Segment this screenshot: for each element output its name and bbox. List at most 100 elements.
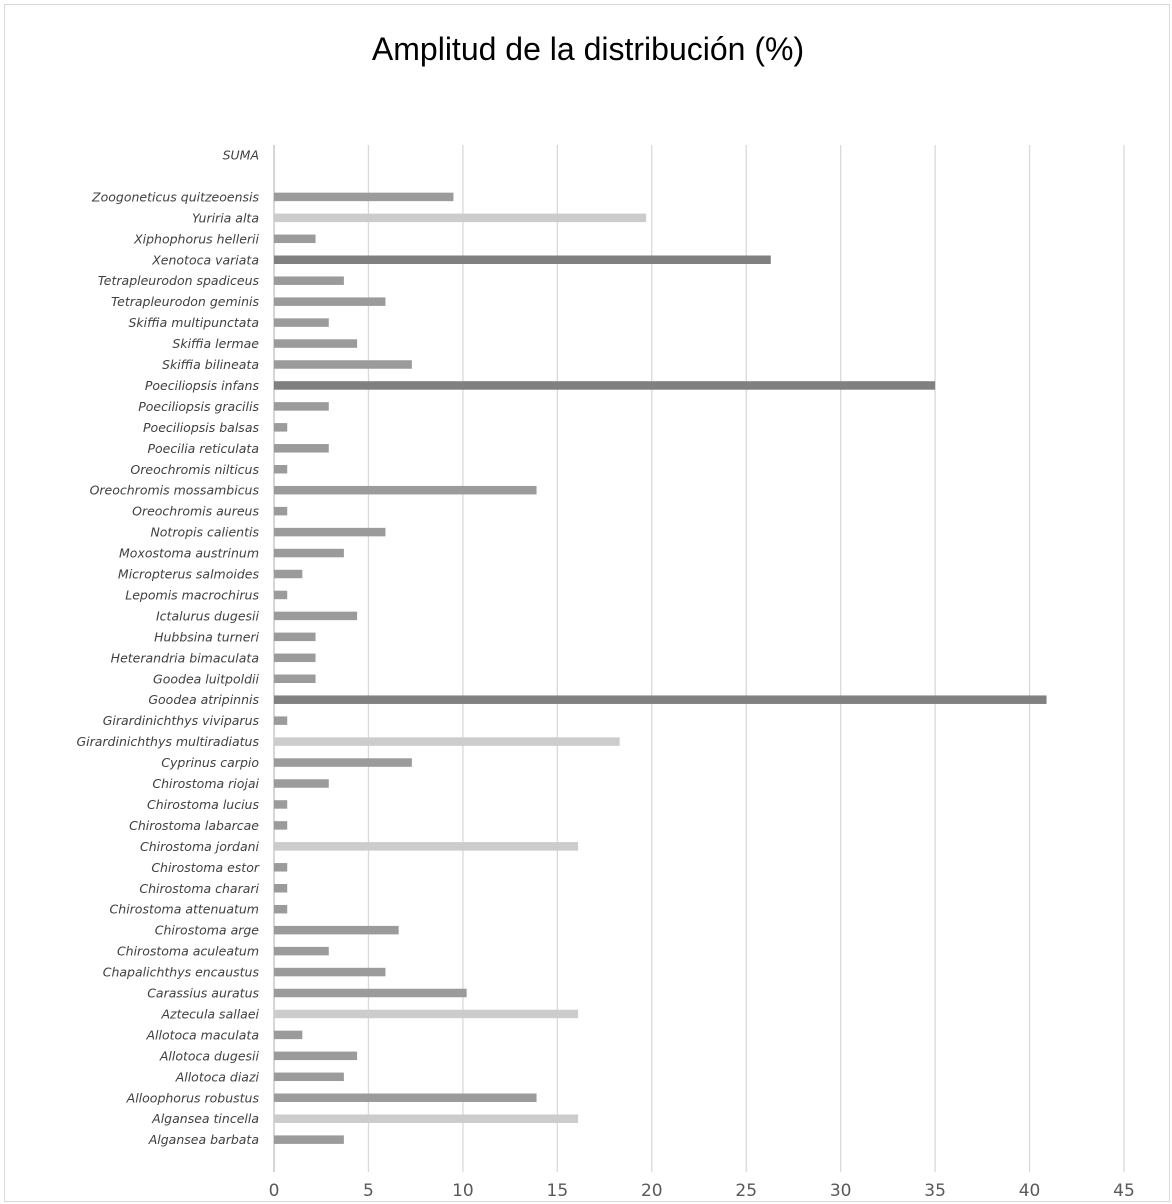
bar xyxy=(274,653,316,663)
bar xyxy=(274,821,288,830)
category-label: Girardinichthys multiradiatus xyxy=(76,734,259,749)
x-tick-label: 10 xyxy=(452,1181,474,1201)
x-tick-label: 25 xyxy=(735,1181,757,1201)
bar xyxy=(274,1051,358,1061)
bar xyxy=(274,527,386,537)
category-label: Poecilia reticulata xyxy=(148,441,260,456)
category-label: Chirostoma labarcae xyxy=(129,818,259,833)
bar xyxy=(274,925,399,935)
bar xyxy=(274,276,344,285)
bar xyxy=(274,318,329,327)
bar xyxy=(274,800,288,809)
bar xyxy=(274,192,454,202)
category-label: Chirostoma lucius xyxy=(147,797,259,812)
category-label: Oreochromis nilticus xyxy=(130,462,259,477)
bar xyxy=(274,946,329,956)
bar xyxy=(274,402,329,411)
bar xyxy=(274,465,288,474)
bar xyxy=(274,904,288,914)
bar xyxy=(274,1030,303,1040)
category-label: Allotoca maculata xyxy=(145,1027,259,1042)
category-label: Tetrapleurodon geminis xyxy=(111,294,259,309)
category-label: Chirostoma charari xyxy=(139,881,259,896)
bar xyxy=(274,297,386,306)
bar xyxy=(274,485,537,495)
bar xyxy=(274,444,329,453)
chart-title: Amplitud de la distribución (%) xyxy=(371,31,805,67)
bar xyxy=(274,611,358,621)
category-label: Girardinichthys viviparus xyxy=(103,713,260,728)
category-label: Chirostoma riojai xyxy=(152,776,259,791)
bar xyxy=(274,381,936,390)
bar xyxy=(274,1114,579,1123)
bar xyxy=(274,1072,344,1082)
category-label: Aztecula sallaei xyxy=(160,1006,259,1021)
category-label: Algansea barbata xyxy=(148,1132,259,1147)
category-label: Chirostoma jordani xyxy=(140,839,260,854)
bar xyxy=(274,423,288,432)
bar xyxy=(274,884,288,893)
category-label: Carassius auratus xyxy=(147,986,259,1001)
category-label: Skiffia bilineata xyxy=(162,357,259,372)
x-tick-label: 15 xyxy=(547,1181,569,1201)
category-label: Chirostoma arge xyxy=(155,923,260,938)
chart-frame: Amplitud de la distribución (%) xyxy=(4,4,1170,1202)
category-label: Lepomis macrochirus xyxy=(125,587,259,602)
x-tick-label: 5 xyxy=(363,1181,374,1201)
category-label: Alloophorus robustus xyxy=(126,1090,260,1105)
category-label: Yuriria alta xyxy=(192,210,259,225)
category-label: Heterandria bimaculata xyxy=(111,650,259,665)
x-tick-label: 45 xyxy=(1113,1181,1135,1201)
category-label: Hubbsina turneri xyxy=(154,629,259,644)
bar xyxy=(274,716,288,725)
x-tick-label: 20 xyxy=(641,1181,663,1201)
bar xyxy=(274,632,316,642)
category-label: Chapalichthys encaustus xyxy=(103,965,260,980)
x-tick-label: 30 xyxy=(830,1181,852,1201)
category-label: SUMA xyxy=(223,148,259,163)
category-label: Goodea luitpoldii xyxy=(153,671,259,686)
bar xyxy=(274,779,329,788)
bar xyxy=(274,255,771,264)
bar xyxy=(274,695,1047,704)
category-label: Oreochromis mossambicus xyxy=(90,483,260,498)
category-label: Ictalurus dugesii xyxy=(156,608,260,623)
bar xyxy=(274,569,303,579)
category-label: Tetrapleurodon spadiceus xyxy=(98,273,260,288)
x-tick-label: 0 xyxy=(269,1181,280,1201)
category-label: Poeciliopsis infans xyxy=(145,378,260,393)
category-label: Poeciliopsis balsas xyxy=(143,420,259,435)
category-label: Goodea atripinnis xyxy=(148,692,259,707)
category-label: Xiphophorus hellerii xyxy=(133,231,259,246)
bar xyxy=(274,863,288,872)
bar xyxy=(274,360,412,369)
category-label: Notropis calientis xyxy=(150,525,259,540)
bar xyxy=(274,737,620,746)
category-label: Chirostoma attenuatum xyxy=(110,902,259,917)
bar xyxy=(274,674,316,683)
bar xyxy=(274,234,316,244)
bar xyxy=(274,1135,344,1144)
bar xyxy=(274,967,386,977)
bar xyxy=(274,1009,579,1019)
category-label: Skiffia multipunctata xyxy=(129,315,260,330)
category-label: Allotoca dugesii xyxy=(159,1048,260,1063)
category-label: Zoogoneticus quitzeoensis xyxy=(91,189,259,204)
bar xyxy=(274,339,358,348)
bar xyxy=(274,506,288,516)
category-label: Poeciliopsis gracilis xyxy=(138,399,259,414)
bar xyxy=(274,1093,537,1102)
category-label: Xenotoca variata xyxy=(151,252,259,267)
category-label: Allotoca diazi xyxy=(175,1069,260,1084)
category-label: Oreochromis aureus xyxy=(132,504,259,519)
category-label: Algansea tincella xyxy=(151,1111,259,1126)
x-tick-label: 40 xyxy=(1019,1181,1041,1201)
category-label: Skiffia lermae xyxy=(172,336,259,351)
bar xyxy=(274,213,647,223)
bar xyxy=(274,842,579,851)
category-label: Chirostoma estor xyxy=(151,860,260,875)
category-label: Chirostoma aculeatum xyxy=(117,944,259,959)
category-label: Moxostoma austrinum xyxy=(119,546,259,561)
x-tick-label: 35 xyxy=(924,1181,946,1201)
